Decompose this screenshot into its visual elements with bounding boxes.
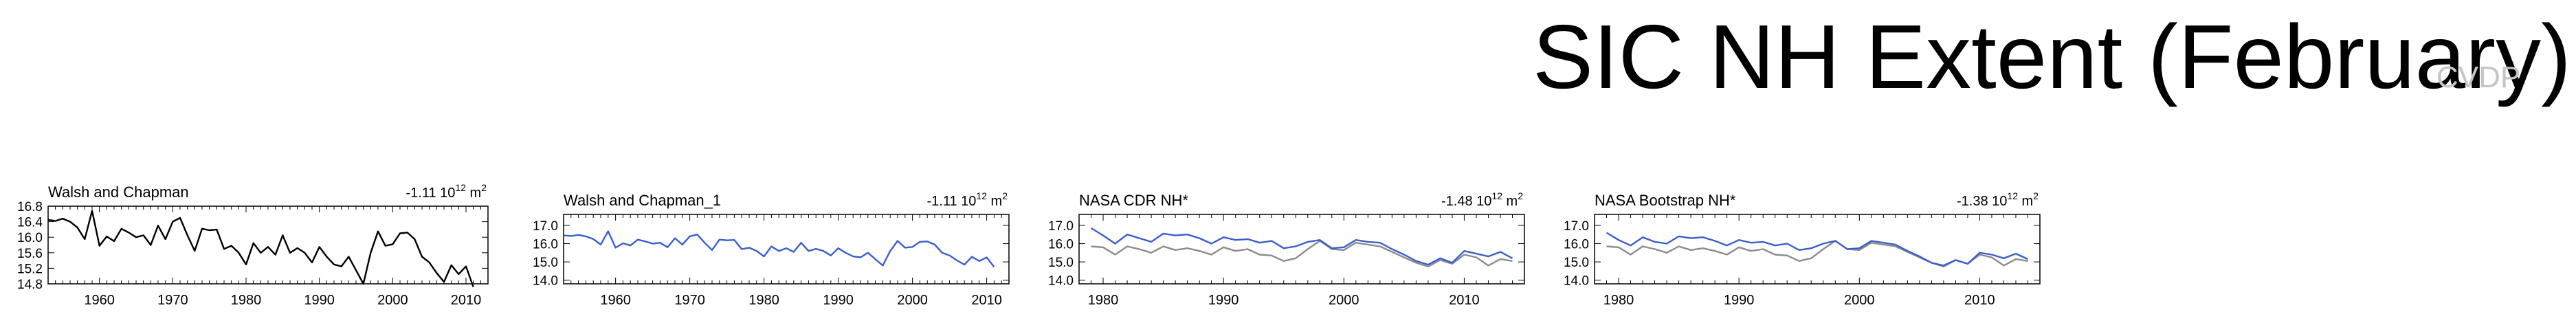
trend-label-part: 10	[440, 186, 455, 201]
x-tick-label: 2000	[897, 293, 928, 308]
x-tick-label: 1980	[748, 293, 779, 308]
trend-label-part: 2	[481, 182, 487, 193]
chart-panel-1: Walsh and Chapman -1.11 1012 m2 1960 1970 19…	[17, 182, 489, 308]
x-tick-label: 2010	[451, 293, 482, 308]
y-tick-label: 15.0	[1564, 256, 1589, 270]
trend-label: -1.11 1012 m2	[926, 190, 1008, 209]
trend-label: -1.48 1012 m2	[1441, 190, 1523, 209]
y-tick-label: 16.8	[17, 200, 43, 214]
series-line-main	[1606, 232, 2028, 267]
trend-label-part: m	[1502, 194, 1518, 209]
x-tick-label: 2000	[1844, 293, 1875, 308]
plot-frame	[47, 205, 489, 285]
chart-title: NASA CDR NH*	[1079, 192, 1188, 209]
y-tick-label: 16.0	[17, 231, 43, 245]
x-tick-label: 2000	[377, 293, 408, 308]
x-tick-label: 1970	[674, 293, 705, 308]
trend-label: -1.11 1012 m2	[406, 182, 487, 201]
x-tick-label: 1990	[304, 293, 335, 308]
plot-frame	[1594, 214, 2041, 285]
series-line-reference	[1091, 240, 1513, 267]
x-tick-label: 1990	[1208, 293, 1239, 308]
y-tick-label: 16.4	[17, 216, 43, 230]
trend-label-part: 12	[455, 182, 466, 193]
trend-label-part: 12	[976, 190, 987, 201]
trend-label-part: 12	[2007, 190, 2018, 201]
trend-label-part: 12	[1491, 190, 1502, 201]
x-tick-label: 2000	[1329, 293, 1359, 308]
x-tick-label: 1980	[1088, 293, 1119, 308]
y-tick-label: 17.0	[533, 219, 558, 234]
trend-label: -1.38 1012 m2	[1957, 190, 2039, 209]
x-tick-label: 1980	[1603, 293, 1634, 308]
watermark-text: CVDP	[2436, 60, 2521, 94]
trend-label-part: 2	[1518, 190, 1523, 201]
series-line-main	[47, 210, 474, 287]
y-tick-label: 17.0	[1048, 219, 1074, 234]
x-tick-label: 1980	[231, 293, 262, 308]
x-tick-label: 2010	[1449, 293, 1480, 308]
y-tick-label: 17.0	[1564, 219, 1589, 234]
trend-label-part: 10	[1992, 194, 2007, 209]
trend-label-part: m	[2018, 194, 2033, 209]
series-line-main	[563, 230, 995, 268]
trend-label-part: -1.48	[1441, 194, 1476, 209]
trend-label-part: 2	[1002, 190, 1008, 201]
y-tick-label: 14.0	[1048, 274, 1074, 289]
trend-label-part: -1.11	[406, 186, 440, 201]
y-tick-label: 15.0	[1048, 256, 1074, 270]
y-tick-label: 14.0	[1564, 274, 1589, 289]
page-title: SIC NH Extent (February)	[1533, 6, 2572, 107]
chart-title: Walsh and Chapman_1	[564, 192, 721, 209]
chart-panel-2: Walsh and Chapman_1 -1.11 1012 m2 1960 1970…	[533, 190, 1010, 308]
trend-label-part: 10	[961, 194, 976, 209]
chart-panel-4: NASA Bootstrap NH* -1.38 1012 m2 1980 1990 2…	[1564, 190, 2041, 308]
y-tick-label: 14.8	[17, 278, 43, 292]
trend-label-part: -1.38	[1957, 194, 1992, 209]
chart-title: NASA Bootstrap NH*	[1595, 192, 1736, 209]
trend-label-part: 10	[1476, 194, 1491, 209]
series-line-main	[1090, 227, 1513, 266]
y-tick-label: 15.6	[17, 247, 43, 261]
y-tick-label: 16.0	[533, 238, 558, 252]
y-tick-label: 16.0	[1564, 238, 1589, 252]
x-tick-label: 1960	[84, 293, 115, 308]
x-tick-label: 2010	[1964, 293, 1995, 308]
x-tick-label: 1990	[823, 293, 854, 308]
y-tick-label: 14.0	[533, 274, 558, 289]
x-tick-label: 2010	[971, 293, 1002, 308]
trend-label-part: m	[466, 186, 481, 201]
plot-frame	[1078, 214, 1525, 285]
trend-label-part: 2	[2033, 190, 2039, 201]
x-tick-label: 1970	[157, 293, 188, 308]
y-tick-label: 16.0	[1048, 238, 1074, 252]
x-tick-label: 1990	[1724, 293, 1755, 308]
y-tick-label: 15.0	[533, 256, 558, 270]
y-tick-label: 15.2	[17, 262, 43, 276]
chart-panel-3: NASA CDR NH* -1.48 1012 m2 1980 1990 2000 201…	[1048, 190, 1525, 308]
x-tick-label: 1960	[600, 293, 631, 308]
chart-title: Walsh and Chapman	[48, 183, 189, 201]
trend-label-part: m	[987, 194, 1002, 209]
trend-label-part: -1.11	[926, 194, 961, 209]
